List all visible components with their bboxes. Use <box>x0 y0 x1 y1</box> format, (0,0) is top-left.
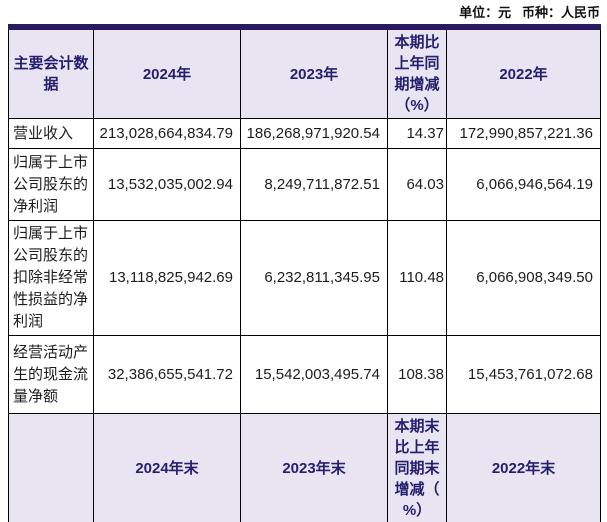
metric-label: 归属于上市公司股东的净利润 <box>8 148 94 221</box>
value-change: 14.37 <box>387 118 447 149</box>
value-2024: 13,118,825,942.69 <box>93 220 241 336</box>
metric-label: 经营活动产生的现金流量净额 <box>8 335 94 414</box>
value-2023: 15,542,003,495.74 <box>240 335 388 414</box>
value-2024: 32,386,655,541.72 <box>93 335 241 414</box>
table-row-deducted-net-profit: 归属于上市公司股东的扣除非经常性损益的净利润 13,118,825,942.69… <box>8 220 601 336</box>
header-cell-2024: 2024年 <box>93 26 241 119</box>
value-2023: 6,232,811,345.95 <box>240 220 388 336</box>
table-footer-header-row: 2024年末 2023年末 本期末比上年同期末增减（%） 2022年末 <box>8 413 601 522</box>
value-2023: 8,249,711,872.51 <box>240 148 388 221</box>
value-2022: 6,066,946,564.19 <box>446 148 601 221</box>
value-change: 110.48 <box>387 220 447 336</box>
footer-cell-2022end: 2022年末 <box>446 413 601 522</box>
header-cell-change: 本期比上年同期增减（%） <box>387 26 447 119</box>
table-row-net-profit: 归属于上市公司股东的净利润 13,532,035,002.94 8,249,71… <box>8 148 601 221</box>
value-2024: 213,028,664,834.79 <box>93 118 241 149</box>
value-change: 64.03 <box>387 148 447 221</box>
value-2024: 13,532,035,002.94 <box>93 148 241 221</box>
header-cell-2023: 2023年 <box>240 26 388 119</box>
table-row-revenue: 营业收入 213,028,664,834.79 186,268,971,920.… <box>8 118 601 149</box>
value-2022: 172,990,857,221.36 <box>446 118 601 149</box>
value-2022: 6,066,908,349.50 <box>446 220 601 336</box>
footer-cell-2024end: 2024年末 <box>93 413 241 522</box>
value-2023: 186,268,971,920.54 <box>240 118 388 149</box>
footer-cell-2023end: 2023年末 <box>240 413 388 522</box>
metric-label: 营业收入 <box>8 118 94 149</box>
header-cell-metric: 主要会计数据 <box>8 26 94 119</box>
footer-cell-metric <box>8 413 94 522</box>
table-header-row: 主要会计数据 2024年 2023年 本期比上年同期增减（%） 2022年 <box>8 26 601 119</box>
unit-currency-note: 单位：元 币种：人民币 <box>459 5 600 20</box>
header-cell-2022: 2022年 <box>446 26 601 119</box>
metric-label: 归属于上市公司股东的扣除非经常性损益的净利润 <box>8 220 94 336</box>
value-change: 108.38 <box>387 335 447 414</box>
value-2022: 15,453,761,072.68 <box>446 335 601 414</box>
table-row-operating-cash-flow: 经营活动产生的现金流量净额 32,386,655,541.72 15,542,0… <box>8 335 601 414</box>
footer-cell-change: 本期末比上年同期末增减（%） <box>387 413 447 522</box>
key-financials-table: 主要会计数据 2024年 2023年 本期比上年同期增减（%） 2022年 营业… <box>8 24 601 522</box>
